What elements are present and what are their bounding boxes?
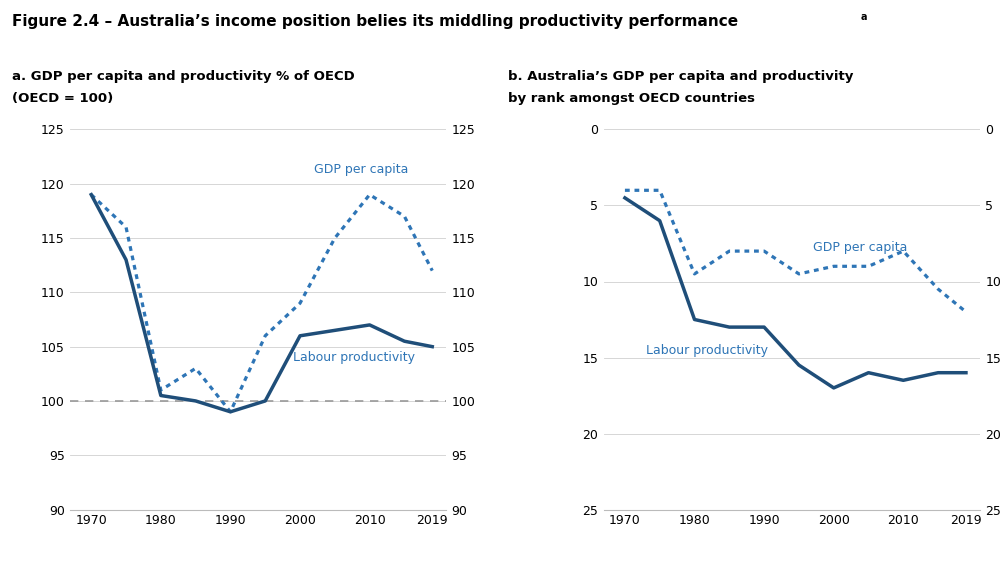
Text: Labour productivity: Labour productivity bbox=[646, 345, 768, 358]
Text: Figure 2.4 – Australia’s income position belies its middling productivity perfor: Figure 2.4 – Australia’s income position… bbox=[12, 14, 739, 29]
Text: by rank amongst OECD countries: by rank amongst OECD countries bbox=[508, 92, 755, 105]
Text: GDP per capita: GDP per capita bbox=[813, 241, 908, 254]
Text: a. GDP per capita and productivity % of OECD: a. GDP per capita and productivity % of … bbox=[12, 70, 355, 83]
Text: a: a bbox=[860, 12, 866, 23]
Text: Labour productivity: Labour productivity bbox=[293, 351, 415, 364]
Text: GDP per capita: GDP per capita bbox=[314, 163, 408, 176]
Text: (OECD = 100): (OECD = 100) bbox=[12, 92, 114, 105]
Text: b. Australia’s GDP per capita and productivity: b. Australia’s GDP per capita and produc… bbox=[508, 70, 853, 83]
